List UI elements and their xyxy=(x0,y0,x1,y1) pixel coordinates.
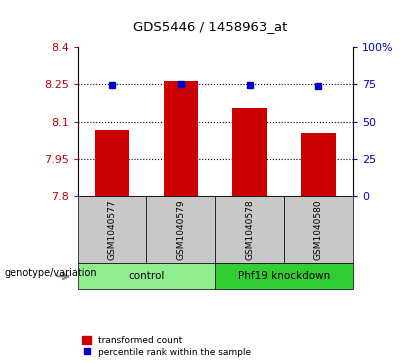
Bar xyxy=(301,133,336,196)
Text: control: control xyxy=(128,271,165,281)
Text: GSM1040579: GSM1040579 xyxy=(176,199,185,260)
Bar xyxy=(95,130,129,196)
Text: GSM1040578: GSM1040578 xyxy=(245,199,254,260)
Bar xyxy=(164,81,198,196)
Text: GSM1040577: GSM1040577 xyxy=(108,199,117,260)
Legend: transformed count, percentile rank within the sample: transformed count, percentile rank withi… xyxy=(82,336,252,357)
Text: Phf19 knockdown: Phf19 knockdown xyxy=(238,271,330,281)
Text: GDS5446 / 1458963_at: GDS5446 / 1458963_at xyxy=(133,20,287,33)
Text: GSM1040580: GSM1040580 xyxy=(314,199,323,260)
Text: genotype/variation: genotype/variation xyxy=(4,268,97,278)
Bar xyxy=(232,108,267,196)
